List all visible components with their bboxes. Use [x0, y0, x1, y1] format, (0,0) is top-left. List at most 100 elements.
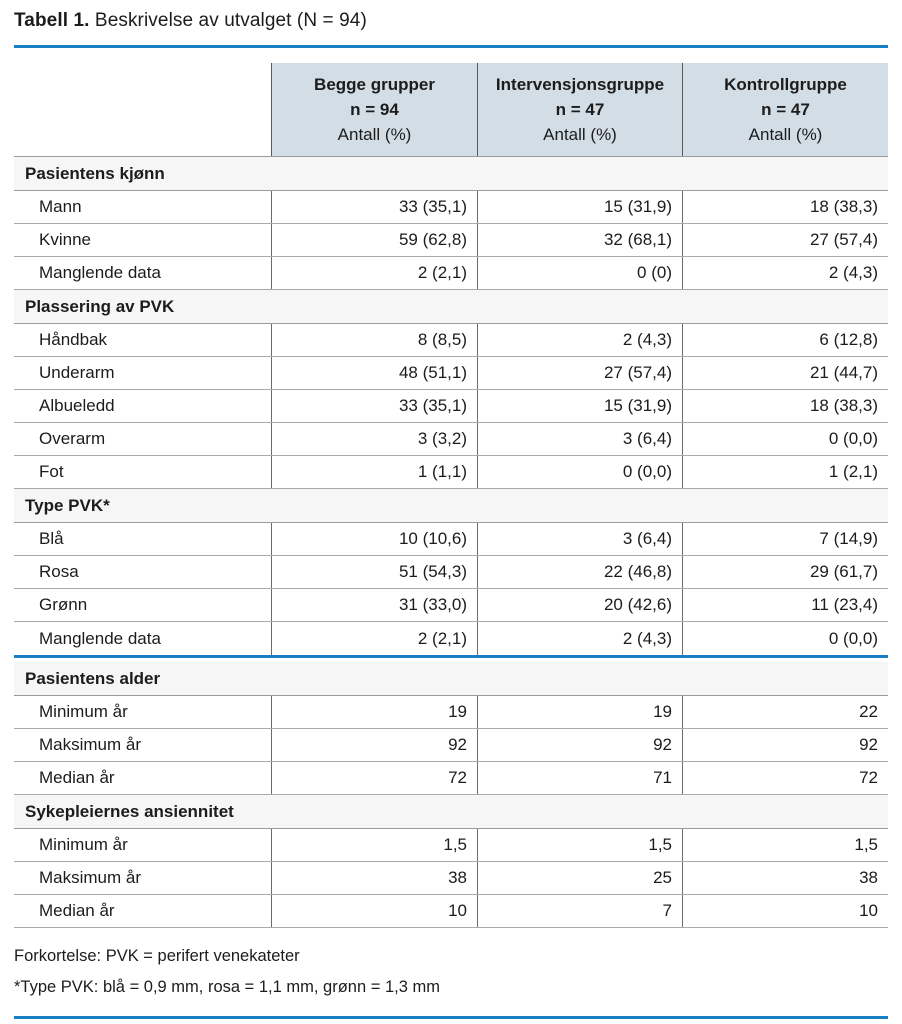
cell-kontrollgruppe: 2 (4,3) [682, 257, 888, 289]
cell-intervensjonsgruppe: 19 [477, 696, 682, 728]
row-label: Maksimum år [39, 868, 142, 887]
column-group-label: Kontrollgruppe [724, 75, 847, 94]
header-corner-cell [14, 63, 271, 156]
table-title: Tabell 1. Beskrivelse av utvalget (N = 9… [14, 9, 888, 33]
section-header: Type PVK* [14, 489, 888, 523]
cell-intervensjonsgruppe: 3 (6,4) [477, 523, 682, 555]
table-row: Fot 1 (1,1) 0 (0,0) 1 (2,1) [14, 456, 888, 489]
section-header: Pasientens kjønn [14, 157, 888, 191]
cell-intervensjonsgruppe: 0 (0) [477, 257, 682, 289]
cell-kontrollgruppe: 1 (2,1) [682, 456, 888, 488]
table-row: Underarm 48 (51,1) 27 (57,4) 21 (44,7) [14, 357, 888, 390]
cell-kontrollgruppe: 0 (0,0) [682, 423, 888, 455]
column-header-begge-grupper: Begge grupper n = 94 Antall (%) [271, 63, 477, 156]
cell-intervensjonsgruppe: 15 (31,9) [477, 390, 682, 422]
section-type-pvk: Type PVK* Blå 10 (10,6) 3 (6,4) 7 (14,9)… [14, 489, 888, 658]
section-header: Sykepleiernes ansiennitet [14, 795, 888, 829]
table-row: Grønn 31 (33,0) 20 (42,6) 11 (23,4) [14, 589, 888, 622]
footnote-type-pvk: *Type PVK: blå = 0,9 mm, rosa = 1,1 mm, … [14, 978, 440, 996]
table-row: Median år 10 7 10 [14, 895, 888, 928]
cell-begge-grupper: 33 (35,1) [271, 191, 477, 223]
cell-intervensjonsgruppe: 27 (57,4) [477, 357, 682, 389]
section-header: Plassering av PVK [14, 290, 888, 324]
data-table: Begge grupper n = 94 Antall (%) Interven… [14, 63, 888, 928]
column-group-label: Intervensjonsgruppe [495, 75, 665, 94]
cell-kontrollgruppe: 27 (57,4) [682, 224, 888, 256]
cell-kontrollgruppe: 18 (38,3) [682, 191, 888, 223]
row-label: Albueledd [39, 396, 115, 415]
column-measure-label: Antall (%) [748, 125, 823, 144]
cell-begge-grupper: 2 (2,1) [271, 622, 477, 655]
cell-begge-grupper: 38 [271, 862, 477, 894]
row-label: Underarm [39, 363, 115, 382]
table-row: Manglende data 2 (2,1) 0 (0) 2 (4,3) [14, 257, 888, 290]
row-label: Grønn [39, 595, 88, 614]
cell-kontrollgruppe: 29 (61,7) [682, 556, 888, 588]
column-group-label: Begge grupper [314, 75, 435, 94]
column-n-label: n = 47 [555, 100, 605, 119]
cell-intervensjonsgruppe: 20 (42,6) [477, 589, 682, 621]
table-row: Håndbak 8 (8,5) 2 (4,3) 6 (12,8) [14, 324, 888, 357]
column-header-kontrollgruppe: Kontrollgruppe n = 47 Antall (%) [682, 63, 888, 156]
column-n-label: n = 94 [350, 100, 399, 119]
cell-begge-grupper: 59 (62,8) [271, 224, 477, 256]
table-row: Maksimum år 38 25 38 [14, 862, 888, 895]
cell-kontrollgruppe: 21 (44,7) [682, 357, 888, 389]
cell-intervensjonsgruppe: 7 [477, 895, 682, 927]
row-label: Kvinne [39, 230, 91, 249]
row-label: Minimum år [39, 702, 128, 721]
section-header: Pasientens alder [14, 662, 888, 696]
footnote-abbreviation: Forkortelse: PVK = perifert venekateter [14, 947, 300, 965]
column-measure-label: Antall (%) [543, 125, 617, 144]
cell-intervensjonsgruppe: 2 (4,3) [477, 324, 682, 356]
row-label: Manglende data [39, 628, 161, 648]
row-label: Rosa [39, 562, 79, 581]
table-row: Rosa 51 (54,3) 22 (46,8) 29 (61,7) [14, 556, 888, 589]
cell-intervensjonsgruppe: 22 (46,8) [477, 556, 682, 588]
cell-intervensjonsgruppe: 15 (31,9) [477, 191, 682, 223]
table-title-text: Beskrivelse av utvalget (N = 94) [94, 10, 367, 31]
cell-kontrollgruppe: 18 (38,3) [682, 390, 888, 422]
section-sykepleiernes-ansiennitet: Sykepleiernes ansiennitet Minimum år 1,5… [14, 795, 888, 928]
bottom-divider [14, 1016, 888, 1019]
table-row: Manglende data 2 (2,1) 2 (4,3) 0 (0,0) [14, 622, 888, 655]
table-row: Overarm 3 (3,2) 3 (6,4) 0 (0,0) [14, 423, 888, 456]
table-row: Minimum år 19 19 22 [14, 696, 888, 729]
cell-kontrollgruppe: 72 [682, 762, 888, 794]
cell-begge-grupper: 10 [271, 895, 477, 927]
row-label: Overarm [39, 429, 106, 448]
row-label: Maksimum år [39, 735, 142, 754]
cell-kontrollgruppe: 38 [682, 862, 888, 894]
section-pasientens-kjonn: Pasientens kjønn Mann 33 (35,1) 15 (31,9… [14, 157, 888, 290]
type-pvk-section-divider [14, 655, 888, 658]
table-row: Median år 72 71 72 [14, 762, 888, 795]
cell-begge-grupper: 10 (10,6) [271, 523, 477, 555]
row-label: Manglende data [39, 263, 161, 282]
section-plassering-av-pvk: Plassering av PVK Håndbak 8 (8,5) 2 (4,3… [14, 290, 888, 489]
table-row: Blå 10 (10,6) 3 (6,4) 7 (14,9) [14, 523, 888, 556]
cell-intervensjonsgruppe: 32 (68,1) [477, 224, 682, 256]
column-measure-label: Antall (%) [337, 125, 412, 144]
table-title-label: Tabell 1. [14, 10, 90, 31]
cell-kontrollgruppe: 1,5 [682, 829, 888, 861]
row-label: Median år [39, 901, 115, 920]
cell-begge-grupper: 33 (35,1) [271, 390, 477, 422]
table-header-row: Begge grupper n = 94 Antall (%) Interven… [14, 63, 888, 157]
row-label: Median år [39, 768, 115, 787]
row-label: Mann [39, 197, 82, 216]
cell-intervensjonsgruppe: 3 (6,4) [477, 423, 682, 455]
cell-begge-grupper: 8 (8,5) [271, 324, 477, 356]
cell-intervensjonsgruppe: 1,5 [477, 829, 682, 861]
cell-begge-grupper: 3 (3,2) [271, 423, 477, 455]
cell-begge-grupper: 19 [271, 696, 477, 728]
table-row: Albueledd 33 (35,1) 15 (31,9) 18 (38,3) [14, 390, 888, 423]
cell-begge-grupper: 51 (54,3) [271, 556, 477, 588]
table-row: Maksimum år 92 92 92 [14, 729, 888, 762]
cell-intervensjonsgruppe: 71 [477, 762, 682, 794]
table-row: Kvinne 59 (62,8) 32 (68,1) 27 (57,4) [14, 224, 888, 257]
cell-kontrollgruppe: 22 [682, 696, 888, 728]
row-label: Minimum år [39, 835, 128, 854]
section-pasientens-alder: Pasientens alder Minimum år 19 19 22 Mak… [14, 662, 888, 795]
cell-begge-grupper: 1,5 [271, 829, 477, 861]
